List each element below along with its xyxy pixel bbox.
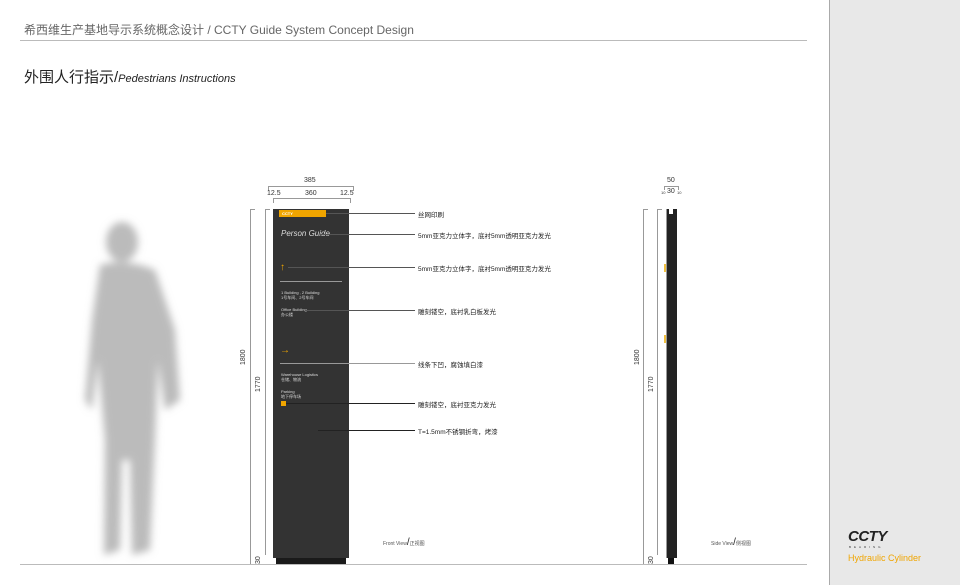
side-raised-arrow: [664, 335, 666, 343]
parking-icon: [281, 401, 286, 406]
side-dim-right: 10: [677, 190, 682, 195]
item-en: 1 Building , 2 Building: [281, 290, 320, 295]
callout-line: [342, 363, 415, 364]
section-title: 外围人行指示/Pedestrians Instructions: [24, 66, 236, 87]
side-dim-height-total: 1800: [634, 349, 641, 365]
brand-logo: CCTY: [848, 528, 887, 545]
side-top-notch: [669, 209, 673, 214]
item-cn: 仓储、物流: [281, 377, 301, 382]
dim-line-1770: [265, 209, 266, 555]
sign-logo-tag: CCTY: [279, 210, 326, 217]
view-en: Front View: [383, 541, 407, 547]
side-dim-line-1800: [643, 209, 644, 564]
view-cn: 侧视图: [735, 541, 751, 547]
sign-divider: [280, 363, 342, 364]
dim-center: 360: [305, 190, 317, 197]
item-cn: 地下停车场: [281, 394, 301, 399]
ground-line: [20, 564, 807, 565]
dim-line-side: [664, 186, 679, 190]
right-brand-panel: [829, 0, 960, 585]
callout-label: 丝网印刷: [418, 212, 444, 219]
title-cn: 外围人行指示/: [24, 69, 119, 86]
arrow-right-icon: →: [280, 345, 290, 356]
view-cn: 正视图: [409, 541, 425, 547]
side-raised-letter: [664, 264, 666, 272]
tick: [250, 209, 255, 210]
sign-item: Warehouse Logistics 仓储、物流: [281, 372, 318, 382]
callout-line: [305, 310, 415, 311]
title-en: Pedestrians Instructions: [118, 73, 236, 85]
sign-item: 1 Building , 2 Building 1号车间、2号车间: [281, 290, 319, 300]
callout-label: 线条下凹，腐蚀填白漆: [418, 362, 483, 369]
callout-label: 雕刻镂空，底衬亚克力发光: [418, 402, 496, 409]
item-cn: 办公楼: [281, 312, 293, 317]
sign-item: Parking 地下停车场: [281, 389, 301, 399]
arrow-up-icon: ↑: [280, 262, 285, 273]
side-dim-overall: 50: [667, 177, 675, 184]
side-view-label: Side View/侧视图: [711, 537, 751, 548]
dim-line-overall: [268, 186, 354, 191]
side-dim-height-panel: 1770: [648, 376, 655, 392]
tick: [643, 209, 648, 210]
dim-height-panel: 1770: [255, 376, 262, 392]
view-en: Side View: [711, 541, 734, 547]
item-en: Warehouse Logistics: [281, 372, 318, 377]
item-en: Office Building: [281, 307, 307, 312]
dim-right: 12.5: [340, 190, 354, 197]
callout-label: 5mm亚克力立体字，底衬5mm透明亚克力发光: [418, 233, 551, 240]
side-dim-left: 10: [661, 190, 666, 195]
dim-line-widths: [273, 198, 351, 203]
dim-line-1800: [250, 209, 251, 564]
front-view-label: Front View/正视图: [383, 537, 425, 548]
side-sign-panel: [666, 209, 677, 558]
item-cn: 1号车间、2号车间: [281, 295, 314, 300]
callout-label: 5mm亚克力立体字，底衬5mm透明亚克力发光: [418, 266, 551, 273]
brand-tagline: Hydraulic Cylinder: [848, 553, 922, 563]
callout-line: [288, 267, 415, 268]
callout-line: [320, 234, 415, 235]
header-title: 希西维生产基地导示系统概念设计 / CCTY Guide System Conc…: [24, 23, 414, 37]
callout-label: T=1.5mm不锈钢折弯，烤漆: [418, 429, 498, 436]
brand-logo-sub: BEARING: [849, 545, 884, 549]
sign-heading: Person Guide: [281, 229, 330, 238]
callout-line: [326, 213, 415, 214]
tick: [657, 209, 662, 210]
side-base: [668, 558, 674, 564]
side-dim-base: 30: [648, 556, 655, 564]
side-dim-line-1770: [657, 209, 658, 555]
callout-label: 雕刻镂空，底衬乳白板发光: [418, 309, 496, 316]
sign-base: [276, 558, 346, 564]
side-dim-center: 30: [667, 188, 675, 195]
person-silhouette: [85, 222, 180, 555]
sign-item: Office Building 办公楼: [281, 307, 307, 317]
dim-height-total: 1800: [240, 349, 247, 365]
dim-base: 30: [255, 556, 262, 564]
header-divider: [20, 40, 807, 41]
dim-left: 12.5: [267, 190, 281, 197]
callout-line: [286, 403, 415, 404]
sign-divider: [280, 281, 342, 282]
callout-line: [318, 430, 415, 431]
dim-overall-width: 385: [304, 177, 316, 184]
item-en: Parking: [281, 389, 295, 394]
tick: [265, 209, 270, 210]
